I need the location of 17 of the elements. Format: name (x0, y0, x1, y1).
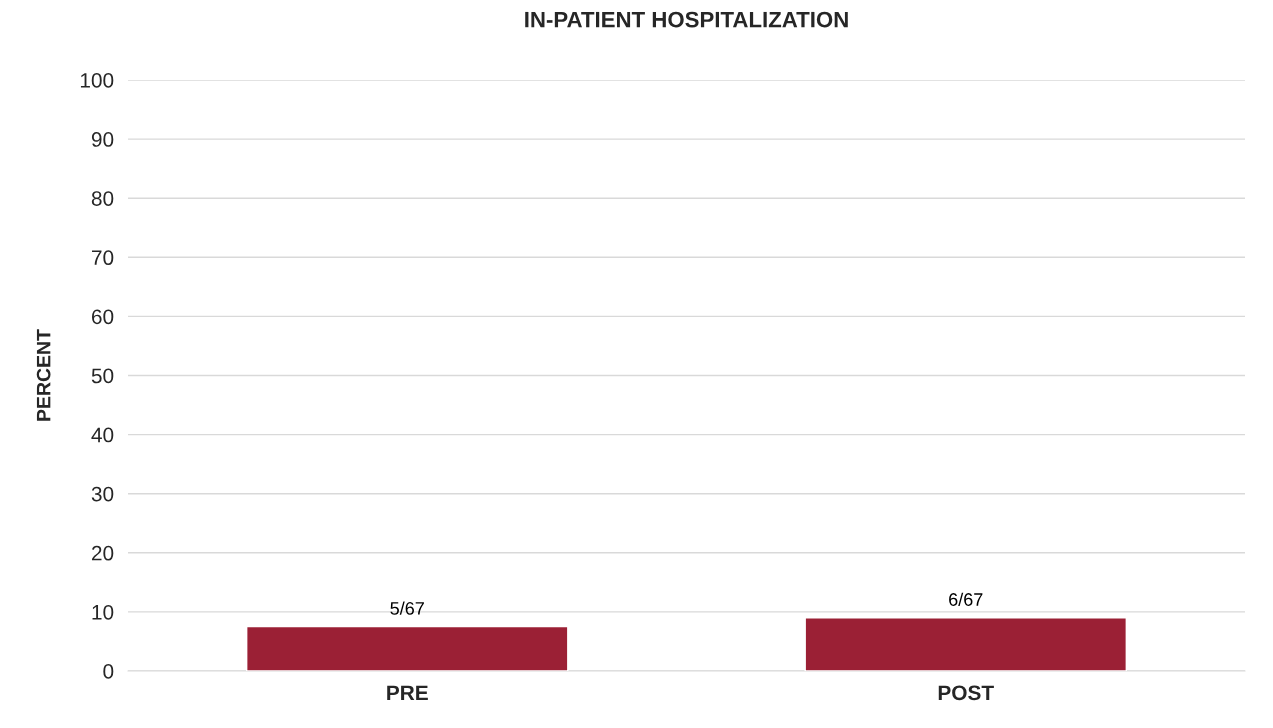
y-tick-label: 30 (91, 486, 114, 502)
y-tick-label: 60 (92, 309, 114, 325)
y-axis-title: PERCENT (36, 329, 51, 421)
x-tick-label: PRE (387, 685, 428, 700)
y-tick-label: 90 (91, 132, 114, 147)
data-label: 6/67 (949, 592, 983, 606)
x-tick-label: POST (938, 685, 994, 701)
chart-title: IN-PATIENT HOSPITALIZATION (525, 11, 848, 28)
y-tick-label: 0 (103, 664, 114, 679)
y-tick-label: 20 (91, 545, 114, 561)
data-label: 5/67 (390, 601, 424, 615)
y-tick-label: 10 (92, 604, 114, 620)
y-tick-label: 100 (80, 73, 114, 88)
y-tick-label: 40 (91, 427, 114, 443)
y-tick-label: 70 (92, 250, 114, 266)
y-tick-label: 50 (91, 368, 114, 384)
y-tick-label: 80 (91, 191, 114, 206)
